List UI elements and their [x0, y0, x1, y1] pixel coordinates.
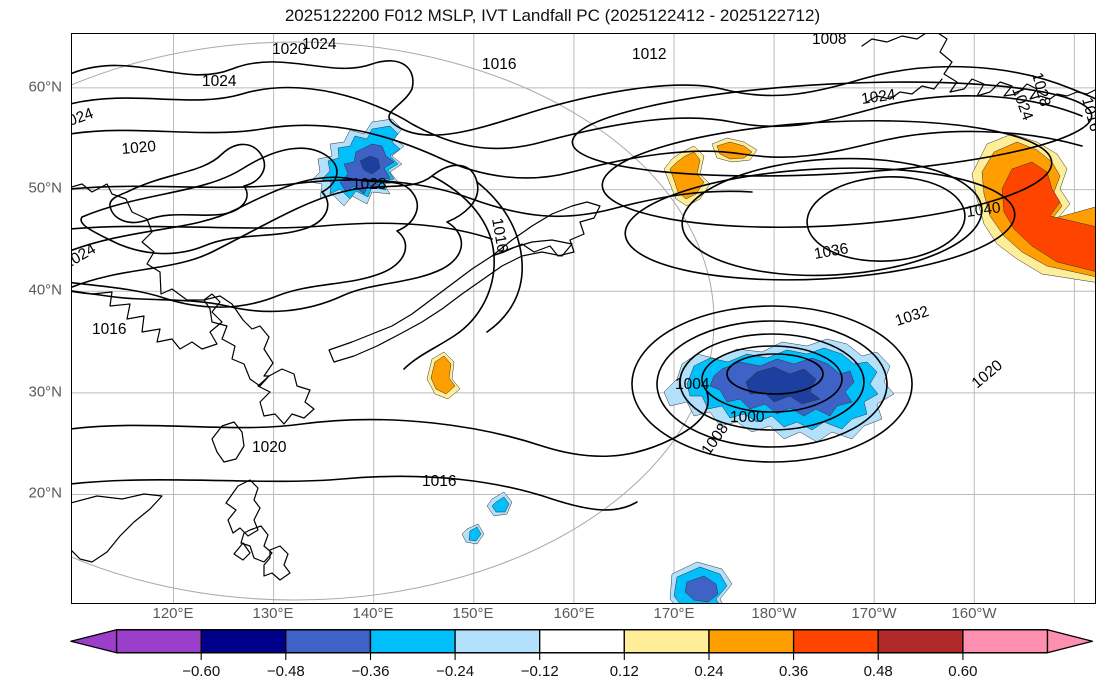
- svg-text:1020: 1020: [252, 439, 287, 456]
- svg-text:1032: 1032: [893, 303, 931, 330]
- svg-text:1028: 1028: [352, 176, 386, 193]
- svg-text:1008: 1008: [812, 34, 846, 48]
- svg-text:1016: 1016: [422, 473, 456, 490]
- svg-text:1016: 1016: [1078, 96, 1096, 134]
- svg-text:1012: 1012: [632, 46, 666, 63]
- svg-text:1024: 1024: [302, 36, 337, 53]
- svg-text:1024: 1024: [202, 73, 237, 90]
- svg-text:1016: 1016: [482, 56, 516, 73]
- svg-text:1016: 1016: [92, 321, 126, 338]
- svg-text:1020: 1020: [121, 138, 157, 158]
- svg-text:1016: 1016: [488, 217, 511, 254]
- svg-text:1024: 1024: [72, 105, 96, 133]
